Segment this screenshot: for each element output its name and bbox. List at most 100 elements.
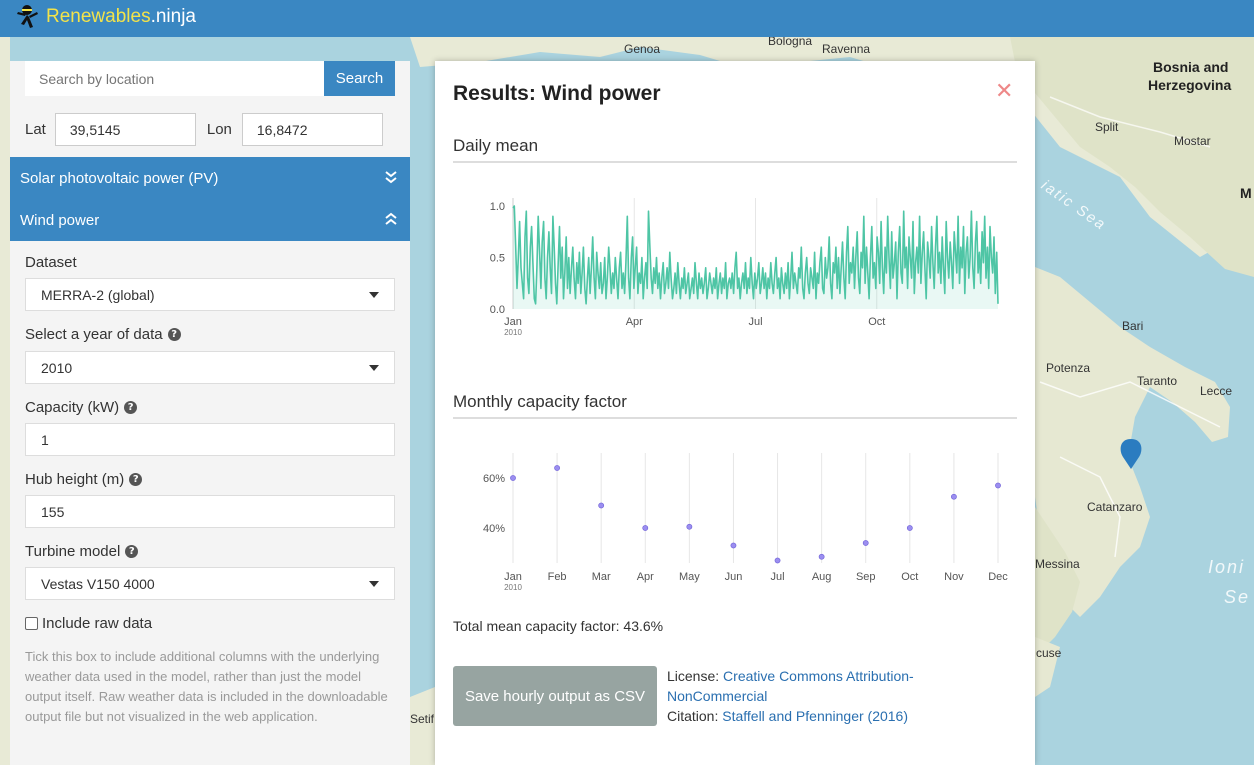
turbine-label: Turbine model? bbox=[25, 543, 139, 560]
raw-data-label: Include raw data bbox=[42, 615, 153, 632]
map-label-ionian-1: Ioni bbox=[1208, 557, 1246, 577]
save-csv-button[interactable]: Save hourly output as CSV bbox=[453, 666, 657, 726]
monthly-cf-point bbox=[686, 523, 693, 530]
license-label: License: bbox=[667, 668, 724, 684]
results-title: Results: Wind power bbox=[453, 82, 661, 105]
help-icon[interactable]: ? bbox=[129, 473, 143, 486]
x-tick-label: Apr bbox=[626, 316, 643, 328]
map-label-cuse: cuse bbox=[1036, 646, 1062, 660]
x-tick-label: Apr bbox=[637, 571, 654, 583]
map-label-setif: Setif bbox=[410, 712, 435, 726]
top-navbar: Renewables.ninja bbox=[0, 0, 1254, 37]
accordion-wind-label: Wind power bbox=[20, 211, 100, 229]
help-icon[interactable]: ? bbox=[124, 401, 138, 414]
caret-down-icon bbox=[369, 292, 379, 298]
daily-mean-chart: 0.0 0.5 1.0 Jan Apr Jul Oct 2010 bbox=[490, 198, 999, 337]
section-divider bbox=[453, 161, 1017, 163]
hub-height-label: Hub height (m)? bbox=[25, 471, 143, 488]
monthly-cf-point bbox=[774, 557, 781, 564]
coordinates-row: Lat Lon bbox=[25, 113, 383, 146]
help-icon[interactable]: ? bbox=[125, 545, 139, 558]
map-label-bosnia-1: Bosnia and bbox=[1153, 59, 1229, 75]
monthly-cf-point bbox=[862, 540, 869, 546]
lat-label: Lat bbox=[25, 121, 46, 138]
monthly-cf-point bbox=[818, 553, 825, 560]
x-tick-year: 2010 bbox=[504, 328, 522, 337]
raw-data-help-text: Tick this box to include additional colu… bbox=[25, 649, 388, 724]
x-tick-label: Sep bbox=[856, 571, 876, 583]
x-tick-label: Aug bbox=[812, 571, 832, 583]
monthly-cf-point bbox=[906, 525, 913, 531]
monthly-cf-point bbox=[510, 475, 516, 481]
dataset-select[interactable]: MERRA-2 (global) bbox=[25, 278, 395, 311]
results-modal: Results: Wind power ✕ Daily mean 0.0 0.5 1… bbox=[435, 61, 1035, 765]
map-label-potenza: Potenza bbox=[1046, 361, 1091, 375]
map-label-catanzaro: Catanzaro bbox=[1087, 500, 1143, 514]
lon-input[interactable] bbox=[241, 113, 383, 146]
y-tick-label: 0.0 bbox=[490, 304, 505, 316]
app-logo[interactable]: Renewables.ninja bbox=[12, 2, 196, 32]
lat-input[interactable] bbox=[54, 113, 196, 146]
x-tick-label: Dec bbox=[988, 571, 1008, 583]
location-marker-icon bbox=[1120, 439, 1142, 469]
x-tick-label: Jul bbox=[748, 316, 762, 328]
dataset-label: Dataset bbox=[25, 254, 77, 271]
settings-panel: Search Lat Lon Solar photovoltaic power … bbox=[10, 61, 410, 765]
year-label: Select a year of data? bbox=[25, 326, 181, 343]
daily-mean-title: Daily mean bbox=[453, 136, 539, 155]
app-title: Renewables.ninja bbox=[46, 6, 196, 27]
search-button[interactable]: Search bbox=[324, 61, 395, 96]
x-tick-label: Oct bbox=[901, 571, 918, 583]
map-label-m: M bbox=[1240, 185, 1252, 201]
citation-label: Citation: bbox=[667, 708, 723, 724]
map-label-bari: Bari bbox=[1122, 319, 1144, 333]
accordion-solar[interactable]: Solar photovoltaic power (PV) bbox=[10, 157, 410, 199]
x-tick-label: Jan bbox=[504, 316, 522, 328]
x-tick-label: Oct bbox=[868, 316, 885, 328]
year-value: 2010 bbox=[41, 359, 73, 376]
close-icon[interactable]: ✕ bbox=[995, 79, 1014, 104]
map-label-lecce: Lecce bbox=[1200, 384, 1233, 398]
caret-down-icon bbox=[369, 581, 379, 587]
location-search: Search bbox=[25, 61, 395, 96]
total-mean-capacity-factor: Total mean capacity factor: 43.6% bbox=[453, 618, 664, 634]
raw-data-checkbox[interactable] bbox=[25, 617, 38, 630]
hub-height-value: 155 bbox=[41, 503, 65, 520]
map-label-messina: Messina bbox=[1035, 557, 1080, 571]
chevrons-up-icon bbox=[385, 212, 397, 225]
y-tick-label: 1.0 bbox=[490, 201, 505, 213]
monthly-cf-point bbox=[995, 482, 1001, 489]
help-icon[interactable]: ? bbox=[167, 328, 181, 341]
turbine-select[interactable]: Vestas V150 4000 bbox=[25, 567, 395, 600]
hub-height-input[interactable]: 155 bbox=[25, 495, 395, 528]
monthly-cf-title: Monthly capacity factor bbox=[453, 392, 627, 411]
map-label-taranto: Taranto bbox=[1137, 374, 1178, 388]
map-label-mostar: Mostar bbox=[1174, 134, 1211, 148]
x-tick-label: Jan bbox=[504, 571, 522, 583]
citation-link[interactable]: Staffell and Pfenninger (2016) bbox=[722, 708, 909, 724]
map-label-ravenna: Ravenna bbox=[822, 42, 871, 56]
capacity-value: 1 bbox=[41, 431, 49, 448]
year-select[interactable]: 2010 bbox=[25, 351, 395, 384]
map-label-genoa: Genoa bbox=[624, 42, 661, 56]
x-tick-year: 2010 bbox=[504, 583, 522, 592]
license-citation: License: Creative Commons Attribution-No… bbox=[667, 666, 967, 726]
monthly-cf-point bbox=[951, 493, 957, 500]
caret-down-icon bbox=[369, 365, 379, 371]
ninja-logo-icon bbox=[17, 5, 38, 28]
map-label-bosnia-2: Herzegovina bbox=[1148, 77, 1232, 93]
search-input[interactable] bbox=[25, 61, 324, 96]
monthly-cf-point bbox=[598, 502, 605, 509]
turbine-value: Vestas V150 4000 bbox=[41, 575, 155, 592]
map-label-bologna: Bologna bbox=[768, 37, 813, 48]
section-divider bbox=[453, 417, 1017, 419]
capacity-input[interactable]: 1 bbox=[25, 423, 395, 456]
monthly-cf-chart: 40% 60% Jan Feb Mar Apr May Jun Jul Aug Sep Oct Nov D… bbox=[483, 453, 1008, 592]
raw-data-row: Include raw data bbox=[25, 615, 152, 632]
accordion-wind[interactable]: Wind power bbox=[10, 199, 410, 241]
dataset-value: MERRA-2 (global) bbox=[41, 286, 155, 303]
map-label-split: Split bbox=[1095, 120, 1119, 134]
monthly-cf-point bbox=[730, 542, 737, 549]
license-link[interactable]: Creative Commons Attribution-NonCommerci… bbox=[667, 668, 914, 704]
monthly-cf-point bbox=[642, 525, 649, 531]
